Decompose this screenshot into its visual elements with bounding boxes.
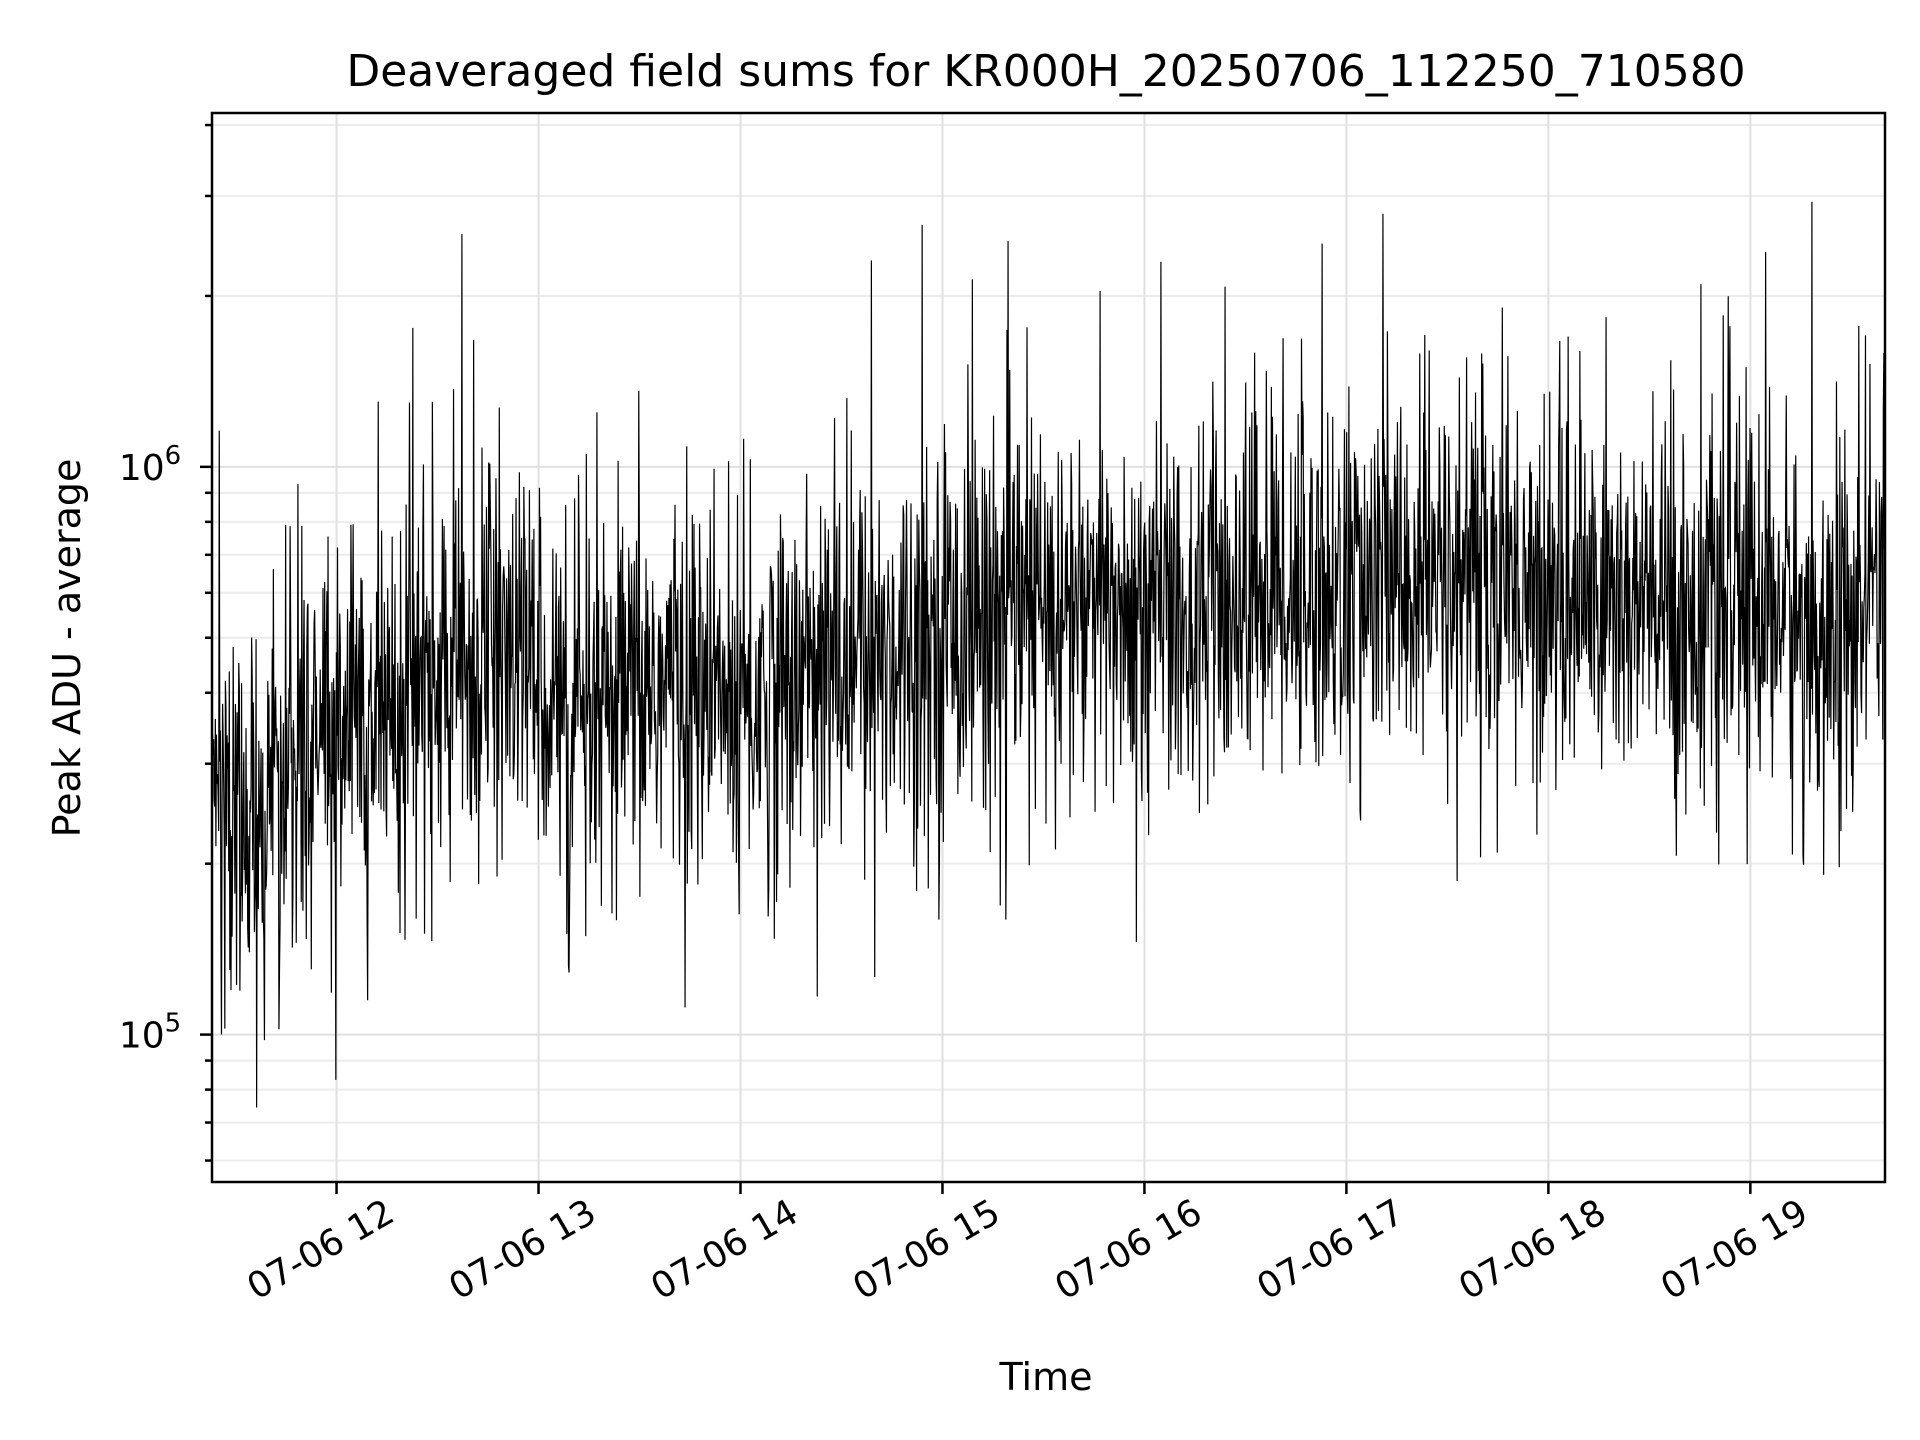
x-tick-label: 07-06 17 — [1250, 1192, 1411, 1308]
x-tick-label: 07-06 18 — [1452, 1192, 1613, 1308]
x-tick-label: 07-06 16 — [1048, 1192, 1209, 1308]
x-tick-label: 07-06 12 — [240, 1192, 401, 1308]
y-tick-label: 105 — [119, 1009, 181, 1057]
y-tick-label-exponent: 6 — [165, 441, 182, 471]
x-tick-label: 07-06 19 — [1654, 1192, 1815, 1308]
series-layer — [211, 201, 1886, 1108]
x-axis: 07-06 12 07-06 13 07-06 14 07-06 15 07-06 16… — [240, 1182, 1815, 1308]
axes-frame — [210, 111, 1887, 1184]
x-tick-label: 07-06 15 — [846, 1192, 1007, 1308]
series-line — [211, 201, 1886, 1108]
x-tick-label: 07-06 14 — [644, 1192, 805, 1308]
y-tick-label-base: 10 — [119, 448, 165, 489]
y-tick-label: 106 — [119, 441, 181, 489]
y-axis-label: Peak ADU - average — [45, 459, 89, 838]
chart-title: Deaveraged field sums for KR000H_2025070… — [346, 46, 1745, 97]
x-tick-label: 07-06 13 — [442, 1192, 603, 1308]
y-tick-label-base: 10 — [119, 1016, 165, 1057]
x-axis-label: Time — [999, 1355, 1093, 1399]
y-tick-label-exponent: 5 — [165, 1009, 182, 1039]
